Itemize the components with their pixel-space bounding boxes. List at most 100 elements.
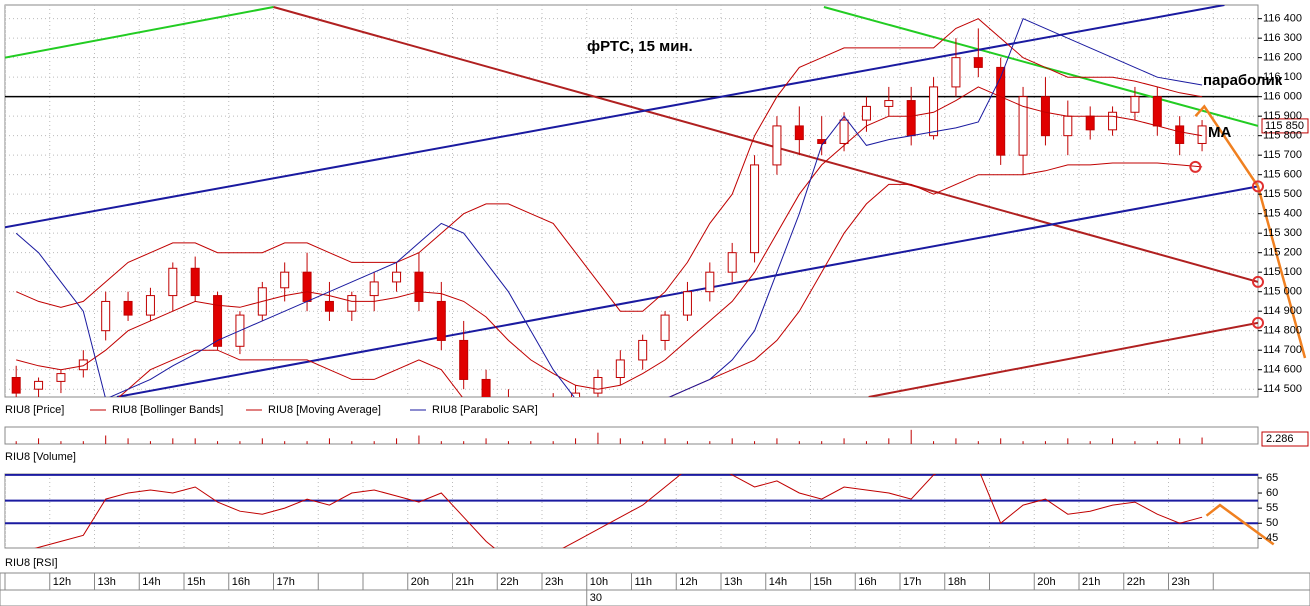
- candle-body: [78, 359, 88, 371]
- volume-bar: [910, 429, 912, 444]
- y-tick-label: 60: [1266, 487, 1278, 499]
- volume-bar: [821, 441, 823, 444]
- volume-bar: [843, 438, 845, 444]
- overlays: 115 850: [1189, 104, 1309, 546]
- volume-bar: [1156, 441, 1158, 444]
- price-plot: [5, 5, 1258, 397]
- rsi-plot: [5, 474, 1258, 548]
- candle-body: [1175, 125, 1185, 144]
- candle-body: [1130, 96, 1140, 113]
- y-tick-label: 116 400: [1263, 13, 1302, 25]
- x-tick-label: 18h: [948, 576, 966, 588]
- candle-body: [660, 314, 670, 341]
- candle-body: [280, 271, 290, 289]
- candle-body: [794, 125, 804, 141]
- x-tick-label: 12h: [679, 576, 697, 588]
- y-tick-label: 65: [1266, 472, 1278, 484]
- candle-body: [392, 271, 402, 283]
- x-tick-label: 10h: [590, 576, 608, 588]
- y-tick-label: 114 600: [1263, 364, 1302, 376]
- candle-body: [727, 252, 737, 273]
- marker-circle: [1252, 180, 1264, 193]
- volume-bar: [217, 441, 219, 444]
- candle-body: [213, 295, 223, 347]
- x-tick-label: 22h: [500, 576, 518, 588]
- panel-label: RIU8 [Volume]: [5, 451, 76, 463]
- candle-body: [1018, 96, 1028, 156]
- y-tick-label: 115 500: [1263, 188, 1302, 200]
- y-tick-label: 116 100: [1263, 71, 1302, 83]
- indicator-line: [16, 86, 1203, 390]
- candle-body: [906, 100, 916, 137]
- annotation: параболик: [1203, 72, 1283, 89]
- legend-label: RIU8 [Moving Average]: [268, 404, 381, 416]
- candle-body: [1197, 125, 1207, 144]
- volume-bar: [709, 441, 711, 444]
- x-tick-label: 11h: [635, 576, 653, 588]
- panel-label: RIU8 [RSI]: [5, 557, 58, 569]
- x-tick-label: 13h: [98, 576, 116, 588]
- y-tick-label: 114 500: [1263, 383, 1302, 395]
- volume-bar: [261, 438, 263, 444]
- marker-circle: [1189, 160, 1202, 173]
- y-tick-label: 115 700: [1263, 149, 1302, 161]
- y-tick-label: 114 800: [1263, 325, 1302, 337]
- trend-line: [868, 321, 1258, 397]
- x-tick-label: 16h: [232, 576, 250, 588]
- volume-bar: [664, 438, 666, 444]
- candle-body: [34, 380, 44, 390]
- volume-bar: [239, 441, 241, 444]
- volume-bar: [507, 441, 509, 444]
- volume-bar: [1022, 441, 1024, 444]
- x-tick-label: 16h: [858, 576, 876, 588]
- y-tick-label: 45: [1266, 532, 1278, 544]
- volume-bar: [105, 435, 107, 444]
- volume-panel: [4, 426, 1259, 445]
- y-tick-label: 115 400: [1263, 208, 1302, 220]
- trend-line: [5, 5, 1225, 229]
- candle-body: [414, 271, 424, 302]
- indicator-line: [15, 18, 1203, 397]
- price-forecast: [1194, 104, 1307, 359]
- y-tick-label: 116 300: [1263, 32, 1302, 44]
- y-tick-label: 116 200: [1263, 52, 1302, 64]
- candle-body: [101, 300, 111, 332]
- rsi-forecast: [1205, 503, 1275, 546]
- x-tick-label: 15h: [187, 576, 205, 588]
- y-tick-label: 55: [1266, 502, 1278, 514]
- legend-label: RIU8 [Bollinger Bands]: [112, 404, 223, 416]
- y-tick-label: 115 200: [1263, 247, 1302, 259]
- volume-bar: [172, 438, 174, 444]
- candle-body: [168, 267, 178, 297]
- candle-body: [884, 100, 894, 107]
- candle-body: [1152, 96, 1162, 127]
- legend-label: RIU8 [Price]: [5, 404, 64, 416]
- candle-body: [615, 359, 625, 378]
- volume-bar: [127, 438, 129, 444]
- candle-body: [369, 281, 379, 297]
- chart-title: фРТС, 15 мин.: [587, 38, 693, 55]
- candle-body: [705, 271, 715, 293]
- volume-bar: [38, 438, 40, 444]
- volume-bar: [328, 438, 330, 444]
- y-tick-label: 116 000: [1263, 91, 1302, 103]
- candle-body: [951, 57, 961, 88]
- candle-body: [436, 300, 446, 341]
- x-tick-label: 14h: [142, 576, 160, 588]
- candle-body: [302, 271, 312, 302]
- volume-bar: [194, 438, 196, 444]
- date-axis: [0, 589, 1310, 606]
- candle-body: [459, 339, 469, 380]
- x-tick-label: 17h: [903, 576, 921, 588]
- volume-bar: [1134, 441, 1136, 444]
- candle-body: [772, 125, 782, 166]
- volume-bar: [597, 432, 599, 444]
- marker-circle: [1252, 316, 1264, 329]
- volume-bar: [530, 441, 532, 444]
- volume-bar: [1089, 441, 1091, 444]
- y-tick-label: 50: [1266, 517, 1278, 529]
- y-tick-label: 114 900: [1263, 305, 1302, 317]
- candle-body: [973, 57, 983, 68]
